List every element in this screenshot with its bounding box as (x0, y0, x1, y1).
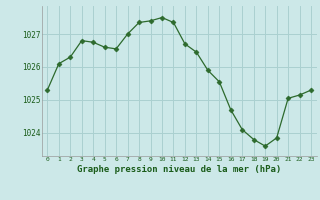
X-axis label: Graphe pression niveau de la mer (hPa): Graphe pression niveau de la mer (hPa) (77, 165, 281, 174)
